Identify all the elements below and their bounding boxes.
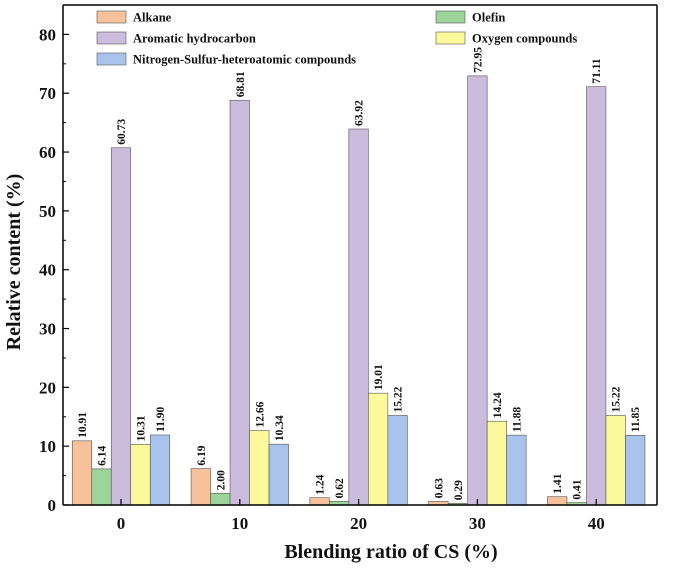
bar-aromatic-hydrocarbon-30 (467, 75, 488, 506)
data-label: 10.31 (136, 415, 148, 441)
legend-swatch (96, 10, 127, 24)
y-tick-label: 80 (39, 25, 56, 44)
legend-swatch (96, 31, 127, 45)
bar-nitrogen-sulfur-heteroatomic-compounds-0 (149, 434, 171, 506)
legend-label: Oxygen compounds (472, 32, 577, 46)
bar-oxygen-compounds-10 (249, 430, 270, 506)
y-axis-title: Relative content (%) (3, 174, 25, 351)
legend-swatch (435, 31, 466, 45)
bar-nitrogen-sulfur-heteroatomic-compounds-40 (625, 434, 646, 506)
bar-nitrogen-sulfur-heteroatomic-compounds-10 (268, 443, 289, 506)
data-label: 72.95 (472, 47, 484, 73)
x-tick-label: 40 (588, 514, 605, 533)
y-tick-label: 50 (39, 202, 56, 221)
x-axis-title: Blending ratio of CS (%) (284, 541, 497, 563)
legend-label: Olefin (472, 11, 505, 25)
y-tick-label: 20 (39, 378, 56, 397)
data-label: 1.41 (552, 473, 564, 493)
legend-swatch (96, 52, 127, 66)
x-tick-label: 30 (469, 514, 486, 533)
data-label: 10.34 (274, 415, 286, 441)
data-label: 14.24 (492, 392, 504, 418)
bar-aromatic-hydrocarbon-20 (348, 128, 369, 506)
bar-nitrogen-sulfur-heteroatomic-compounds-30 (506, 434, 527, 506)
data-label: 19.01 (373, 364, 385, 390)
data-label: 10.91 (77, 412, 89, 438)
y-tick-label: 30 (39, 320, 56, 339)
y-tick-label: 40 (39, 261, 56, 280)
data-label: 63.92 (354, 100, 366, 126)
bars (71, 75, 646, 506)
data-label: 11.88 (511, 407, 523, 432)
data-labels: 10.91 6.19 1.24 0.63 1.41 6.14 2.00 0.62 0.29 0.4… (77, 47, 642, 501)
legend: Alkane Olefin Aromatic hydrocarbon Oxygen c… (96, 10, 577, 67)
data-label: 68.81 (235, 71, 247, 97)
bar-alkane-0 (71, 440, 93, 506)
data-label: 71.11 (591, 58, 603, 83)
x-tick-label: 20 (350, 514, 367, 533)
data-label: 11.85 (630, 407, 642, 432)
data-label: 0.41 (572, 479, 584, 499)
bar-alkane-10 (190, 468, 211, 506)
data-label: 0.62 (334, 478, 346, 498)
axes: 0 10 20 30 40 50 60 70 80 0 10 20 30 40 (39, 4, 658, 533)
bar-olefin-0 (91, 468, 112, 506)
legend-label: Alkane (133, 11, 172, 25)
x-tick-label: 10 (231, 514, 248, 533)
data-label: 0.63 (433, 478, 445, 498)
bar-oxygen-compounds-20 (368, 392, 389, 506)
bar-olefin-10 (210, 492, 231, 506)
bar-aromatic-hydrocarbon-0 (110, 147, 132, 506)
y-tick-label: 10 (39, 437, 56, 456)
y-tick-label: 70 (39, 84, 56, 103)
y-tick-label: 0 (48, 496, 57, 515)
data-label: 60.73 (116, 119, 128, 145)
y-tick-label: 60 (39, 143, 56, 162)
data-label: 12.66 (254, 401, 266, 427)
legend-label: Aromatic hydrocarbon (133, 32, 256, 46)
data-label: 15.22 (611, 386, 623, 412)
bar-oxygen-compounds-30 (486, 420, 507, 506)
data-label: 11.90 (155, 407, 167, 432)
bar-alkane-40 (547, 496, 568, 506)
legend-swatch (435, 10, 466, 24)
bar-alkane-20 (309, 497, 330, 506)
data-label: 2.00 (215, 470, 227, 490)
x-tick-label: 0 (117, 514, 126, 533)
bar-oxygen-compounds-40 (605, 415, 626, 506)
bar-nitrogen-sulfur-heteroatomic-compounds-20 (387, 415, 408, 506)
bar-aromatic-hydrocarbon-10 (229, 99, 250, 506)
bar-oxygen-compounds-0 (130, 444, 151, 506)
bar-aromatic-hydrocarbon-40 (586, 86, 607, 506)
data-label: 0.29 (453, 480, 465, 500)
data-label: 15.22 (393, 386, 405, 412)
data-label: 1.24 (315, 474, 327, 494)
legend-label: Nitrogen-Sulfur-heteroatomic compounds (133, 53, 356, 67)
data-label: 6.19 (196, 445, 208, 465)
data-label: 6.14 (97, 446, 109, 466)
